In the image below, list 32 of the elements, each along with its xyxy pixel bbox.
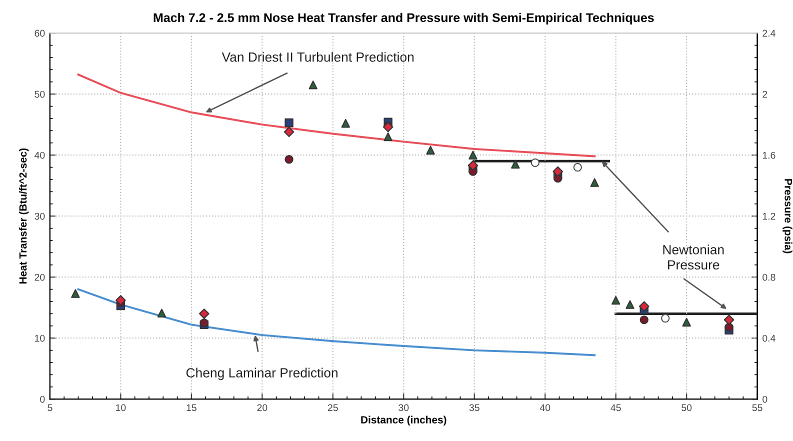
y-tick-label: 40 [34,152,45,159]
y2-tick-label: 0 [762,396,768,403]
y2-tick-label: 0.4 [762,334,776,342]
x-tick-label: 20 [257,404,268,412]
y-tick-label: 50 [34,90,45,98]
y2-tick-label: 2.4 [762,30,776,37]
x-tick-label: 55 [752,404,762,412]
y2-tick-label: 1.6 [762,152,776,159]
y2-axis-title: Pressure (psia) [782,179,792,254]
x-tick-label: 35 [469,404,480,412]
annotation: Van Driest II Turbulent Prediction [222,52,414,62]
x-tick-label: 5 [48,404,52,412]
y2-tick-label: 2 [762,90,768,98]
y2-tick-label: 1.2 [762,212,776,220]
y-tick-label: 30 [34,212,45,220]
chart-title: Mach 7.2 - 2.5 mm Nose Heat Transfer and Pressure with Semi-Empirical Techniques [154,12,654,25]
y2-tick-label: 0.8 [762,274,776,281]
annotation: Cheng Laminar Prediction [186,368,338,380]
annotation: Newtonian Pressure [663,244,724,270]
y-tick-label: 0 [40,396,45,403]
x-tick-label: 10 [116,404,126,412]
x-tick-label: 40 [540,404,550,412]
y-tick-label: 20 [34,274,45,281]
y-tick-label: 10 [35,334,45,342]
y-tick-label: 60 [34,30,45,37]
x-tick-label: 50 [682,404,692,412]
x-tick-label: 15 [186,404,196,412]
x-tick-label: 25 [328,404,338,412]
x-tick-label: 30 [398,404,409,412]
x-tick-label: 45 [610,404,621,412]
x-axis-title: Distance (inches) [361,416,446,426]
y-axis-title: Heat Transfer (Btu/ft^2-sec) [19,148,29,284]
